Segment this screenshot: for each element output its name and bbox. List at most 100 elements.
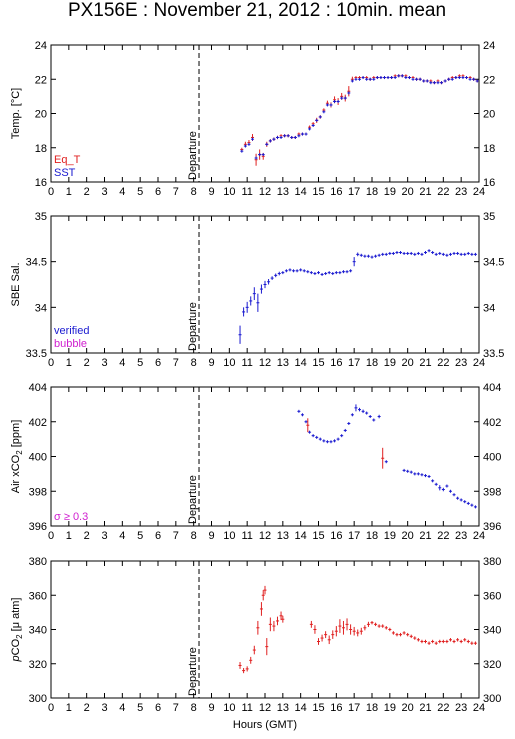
y-axis-label-unit: [ppm] bbox=[10, 420, 22, 451]
x-tick-label: 5 bbox=[137, 357, 143, 369]
y-tick-label: 24 bbox=[35, 40, 47, 52]
y-tick-label-right: 34.5 bbox=[483, 257, 504, 269]
x-tick-label: 22 bbox=[437, 702, 449, 714]
y-axis-label: SBE Sal. bbox=[10, 262, 22, 306]
x-tick-label: 9 bbox=[208, 357, 214, 369]
x-tick-label: 12 bbox=[259, 357, 271, 369]
y-tick-label-right: 380 bbox=[483, 556, 501, 568]
x-tick-label: 4 bbox=[119, 357, 125, 369]
x-tick-label: 6 bbox=[155, 702, 161, 714]
x-tick-label: 7 bbox=[173, 530, 179, 542]
x-tick-label: 1 bbox=[66, 530, 72, 542]
x-tick-label: 15 bbox=[312, 357, 324, 369]
y-axis-label-main: CO bbox=[10, 638, 22, 655]
legend-entry: bubble bbox=[54, 338, 87, 350]
y-tick-label-right: 340 bbox=[483, 625, 501, 637]
x-tick-label: 15 bbox=[312, 530, 324, 542]
x-tick-label: 24 bbox=[473, 357, 485, 369]
x-tick-label: 13 bbox=[277, 702, 289, 714]
x-tick-label: 22 bbox=[437, 186, 449, 198]
y-tick-label: 33.5 bbox=[26, 348, 47, 360]
x-tick-label: 17 bbox=[348, 530, 360, 542]
x-tick-label: 4 bbox=[119, 530, 125, 542]
departure-label: Departure bbox=[187, 475, 199, 524]
x-tick-label: 5 bbox=[137, 530, 143, 542]
x-tick-label: 15 bbox=[312, 186, 324, 198]
chart-title: PX156E : November 21, 2012 : 10min. mean bbox=[68, 0, 446, 21]
y-tick-label: 396 bbox=[29, 521, 47, 533]
y-tick-label-right: 400 bbox=[483, 452, 501, 464]
x-tick-label: 23 bbox=[455, 357, 467, 369]
legend-entry: SST bbox=[54, 167, 76, 179]
y-tick-label: 18 bbox=[35, 143, 47, 155]
series-sst bbox=[240, 74, 479, 160]
y-tick-label-right: 404 bbox=[483, 382, 501, 394]
y-tick-label: 34 bbox=[35, 302, 47, 314]
legend-entry: σ ≥ 0.3 bbox=[54, 511, 88, 523]
x-tick-label: 22 bbox=[437, 357, 449, 369]
x-tick-label: 9 bbox=[208, 186, 214, 198]
y-tick-label-right: 22 bbox=[483, 74, 495, 86]
y-tick-label: 34.5 bbox=[26, 257, 47, 269]
x-tick-label: 16 bbox=[330, 702, 342, 714]
x-tick-label: 11 bbox=[241, 186, 252, 198]
x-tick-label: 8 bbox=[191, 530, 197, 542]
x-tick-label: 10 bbox=[223, 357, 235, 369]
x-tick-label: 11 bbox=[241, 702, 252, 714]
x-tick-label: 12 bbox=[259, 186, 271, 198]
x-tick-label: 8 bbox=[191, 702, 197, 714]
y-tick-label-right: 16 bbox=[483, 177, 495, 189]
y-tick-label-right: 18 bbox=[483, 143, 495, 155]
panel-temp: 0 1 2 3 4 5 6 7 8 9 10 11 12 13 14 15 16 17 18 19 20 21 22 23 24… bbox=[10, 40, 495, 198]
x-tick-label: 8 bbox=[191, 186, 197, 198]
x-tick-label: 20 bbox=[402, 530, 414, 542]
y-tick-label-right: 34 bbox=[483, 302, 495, 314]
x-tick-label: 17 bbox=[348, 357, 360, 369]
x-tick-label: 7 bbox=[173, 357, 179, 369]
y-tick-label-right: 402 bbox=[483, 417, 501, 429]
x-tick-label: 14 bbox=[295, 186, 307, 198]
departure-label: Departure bbox=[187, 647, 199, 696]
x-tick-label: 0 bbox=[48, 702, 54, 714]
x-tick-label: 6 bbox=[155, 186, 161, 198]
x-tick-label: 22 bbox=[437, 530, 449, 542]
x-tick-label: 23 bbox=[455, 186, 467, 198]
x-tick-label: 18 bbox=[366, 530, 378, 542]
x-tick-label: 10 bbox=[223, 702, 235, 714]
x-tick-label: 0 bbox=[48, 357, 54, 369]
y-tick-label: 16 bbox=[35, 177, 47, 189]
departure-label: Departure bbox=[187, 302, 199, 351]
x-tick-label: 4 bbox=[119, 702, 125, 714]
y-axis-label: pCO2 [μ atm] bbox=[10, 598, 24, 663]
x-tick-label: 10 bbox=[223, 186, 235, 198]
y-axis-label-main: Air xCO bbox=[10, 454, 22, 493]
x-tick-label: 16 bbox=[330, 186, 342, 198]
x-tick-label: 19 bbox=[384, 357, 396, 369]
x-tick-label: 20 bbox=[402, 186, 414, 198]
x-tick-label: 6 bbox=[155, 357, 161, 369]
y-tick-label: 398 bbox=[29, 486, 47, 498]
y-tick-label: 320 bbox=[29, 659, 47, 671]
x-tick-label: 18 bbox=[366, 357, 378, 369]
series-eq_t bbox=[240, 74, 479, 166]
series-verified bbox=[238, 249, 477, 344]
x-tick-label: 14 bbox=[295, 702, 307, 714]
y-tick-label-right: 360 bbox=[483, 590, 501, 602]
x-tick-label: 7 bbox=[173, 702, 179, 714]
x-tick-label: 5 bbox=[137, 186, 143, 198]
x-tick-label: 1 bbox=[66, 702, 72, 714]
x-tick-label: 20 bbox=[402, 702, 414, 714]
x-tick-label: 3 bbox=[101, 702, 107, 714]
x-tick-label: 12 bbox=[259, 702, 271, 714]
y-tick-label: 402 bbox=[29, 417, 47, 429]
y-tick-label: 404 bbox=[29, 382, 47, 394]
x-tick-label: 13 bbox=[277, 357, 289, 369]
plot-frame bbox=[50, 386, 480, 527]
y-tick-label: 380 bbox=[29, 556, 47, 568]
x-tick-label: 16 bbox=[330, 530, 342, 542]
panel-pco2: 0 1 2 3 4 5 6 7 8 9 10 11 12 13 14 15 16 17 18 19 20 21 22 23 24… bbox=[10, 556, 501, 731]
x-tick-label: 1 bbox=[66, 357, 72, 369]
legend-entry: verified bbox=[54, 325, 89, 337]
x-tick-label: 14 bbox=[295, 357, 307, 369]
x-axis-label: Hours (GMT) bbox=[233, 719, 297, 731]
